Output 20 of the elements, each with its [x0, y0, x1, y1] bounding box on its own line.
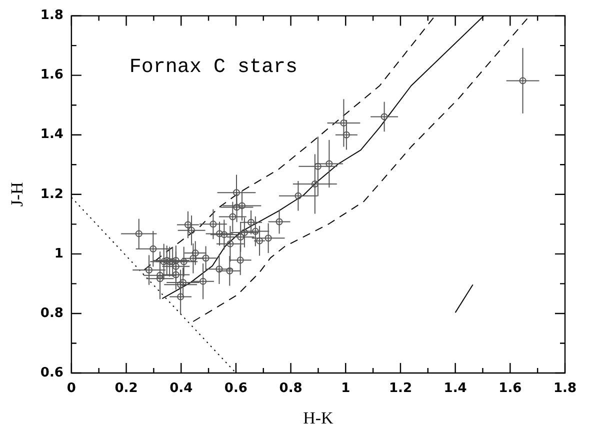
y-axis-title: J-H: [8, 182, 27, 207]
text: Fornax C stars: [129, 56, 298, 80]
y-tick-label: 1.6: [40, 68, 64, 83]
y-tick-label: 0.6: [40, 365, 64, 380]
x-tick-label: 1.6: [498, 381, 522, 396]
x-tick-label: 0: [66, 381, 76, 396]
y-tick-label: 0.8: [40, 306, 64, 321]
y-tick-label: 1.4: [40, 127, 64, 142]
x-tick-label: 0.8: [279, 381, 302, 396]
x-tick-label: 0.4: [170, 381, 193, 396]
x-tick-label: 1.2: [388, 381, 412, 396]
y-tick-label: 1: [54, 246, 64, 262]
x-tick-label: 1.8: [553, 381, 577, 396]
x-tick-label: 1.4: [444, 381, 467, 396]
y-tick-label: 1.2: [40, 186, 64, 202]
x-tick-label: 0.6: [224, 381, 248, 396]
x-tick-label: 1: [341, 381, 350, 396]
x-tick-label: 0.2: [114, 381, 138, 396]
y-tick-label: 1.8: [40, 8, 64, 24]
x-axis-title: H-K: [303, 408, 334, 428]
